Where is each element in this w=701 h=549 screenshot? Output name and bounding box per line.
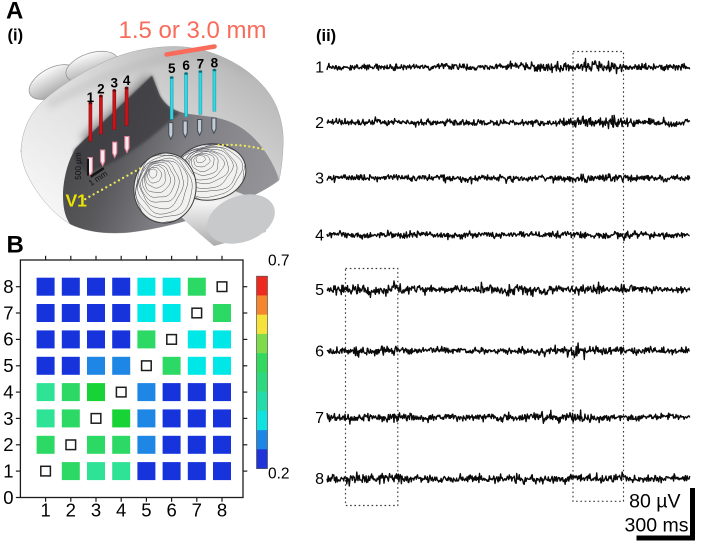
svg-text:3: 3 xyxy=(111,75,119,90)
svg-text:6: 6 xyxy=(3,329,13,350)
svg-text:0: 0 xyxy=(3,487,13,508)
svg-text:1: 1 xyxy=(87,90,95,105)
svg-text:6: 6 xyxy=(166,500,176,521)
svg-text:3: 3 xyxy=(91,500,101,521)
svg-text:V1: V1 xyxy=(66,191,88,211)
svg-text:80 µV: 80 µV xyxy=(629,491,680,513)
svg-text:8: 8 xyxy=(217,500,227,521)
svg-text:(ii): (ii) xyxy=(316,27,336,45)
svg-text:7: 7 xyxy=(315,410,324,427)
svg-text:2: 2 xyxy=(3,434,13,455)
svg-text:7: 7 xyxy=(192,500,202,521)
svg-text:7: 7 xyxy=(197,57,205,72)
svg-text:5: 5 xyxy=(315,282,324,299)
svg-text:6: 6 xyxy=(315,344,324,361)
svg-text:0.2: 0.2 xyxy=(268,466,290,483)
svg-text:A: A xyxy=(6,0,23,25)
svg-text:6: 6 xyxy=(182,58,190,73)
svg-text:3: 3 xyxy=(315,171,324,188)
svg-text:5: 5 xyxy=(168,61,176,76)
svg-text:3: 3 xyxy=(3,408,13,429)
svg-text:500 µm: 500 µm xyxy=(74,152,83,180)
svg-text:1: 1 xyxy=(40,500,50,521)
svg-text:0.7: 0.7 xyxy=(268,253,290,270)
svg-text:1: 1 xyxy=(315,60,324,77)
svg-text:8: 8 xyxy=(315,471,324,488)
svg-text:8: 8 xyxy=(211,56,219,71)
svg-text:4: 4 xyxy=(315,228,324,245)
svg-text:1.5 or 3.0 mm: 1.5 or 3.0 mm xyxy=(118,17,266,44)
svg-text:8: 8 xyxy=(3,276,13,297)
svg-text:B: B xyxy=(7,232,24,259)
svg-text:2: 2 xyxy=(66,500,76,521)
svg-text:4: 4 xyxy=(123,73,131,88)
svg-text:2: 2 xyxy=(315,115,324,132)
svg-text:300 ms: 300 ms xyxy=(625,515,689,537)
svg-text:5: 5 xyxy=(3,355,13,376)
svg-text:5: 5 xyxy=(141,500,151,521)
svg-text:4: 4 xyxy=(116,500,126,521)
svg-text:2: 2 xyxy=(97,82,105,97)
svg-text:(i): (i) xyxy=(8,27,24,45)
svg-text:4: 4 xyxy=(3,381,13,402)
svg-text:7: 7 xyxy=(3,302,13,323)
svg-text:1: 1 xyxy=(3,460,13,481)
